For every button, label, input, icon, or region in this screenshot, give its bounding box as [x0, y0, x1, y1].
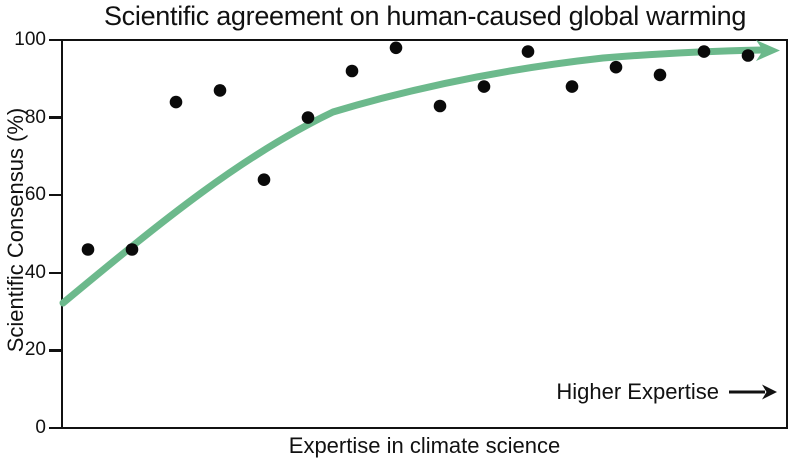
y-tick-mark: [49, 38, 62, 42]
data-point: [389, 41, 403, 55]
y-tick-label: 40: [24, 261, 46, 283]
y-tick-mark: [49, 349, 62, 352]
y-axis-label: Scientific Consensus (%): [3, 107, 28, 353]
trend-curve: [59, 46, 766, 307]
higher-expertise-annotation: Higher Expertise: [556, 379, 778, 405]
y-tick-label: 20: [24, 339, 46, 361]
plot-area: [61, 39, 788, 429]
data-point: [169, 95, 183, 109]
data-points: [81, 41, 755, 256]
y-tick-label: 100: [14, 29, 46, 50]
data-point: [213, 84, 227, 97]
data-point: [565, 80, 579, 93]
y-tick-label: 80: [24, 106, 46, 128]
y-tick-mark: [49, 271, 62, 275]
data-point: [477, 80, 491, 93]
data-point: [257, 173, 271, 186]
y-tick-label: 0: [35, 417, 46, 438]
data-point: [697, 45, 711, 58]
y-tick-mark: [49, 193, 62, 197]
right-arrow-icon: [729, 384, 777, 400]
data-point: [345, 64, 359, 78]
y-tick-label: 60: [24, 184, 46, 206]
data-point: [741, 49, 755, 62]
data-point: [609, 60, 623, 74]
plot-canvas: [59, 40, 780, 307]
data-point: [81, 243, 95, 256]
higher-expertise-label: Higher Expertise: [556, 379, 719, 404]
data-point: [653, 68, 667, 82]
x-axis-label: Expertise in climate science: [288, 433, 561, 458]
trend-arrowhead-icon: [756, 40, 780, 61]
data-point: [125, 243, 139, 256]
chart-title: Scientific agreement on human-caused glo…: [103, 1, 747, 31]
data-point: [521, 45, 535, 58]
data-point: [433, 99, 447, 113]
y-tick-mark: [49, 116, 62, 119]
y-tick-mark: [49, 426, 62, 430]
data-point: [301, 111, 315, 124]
